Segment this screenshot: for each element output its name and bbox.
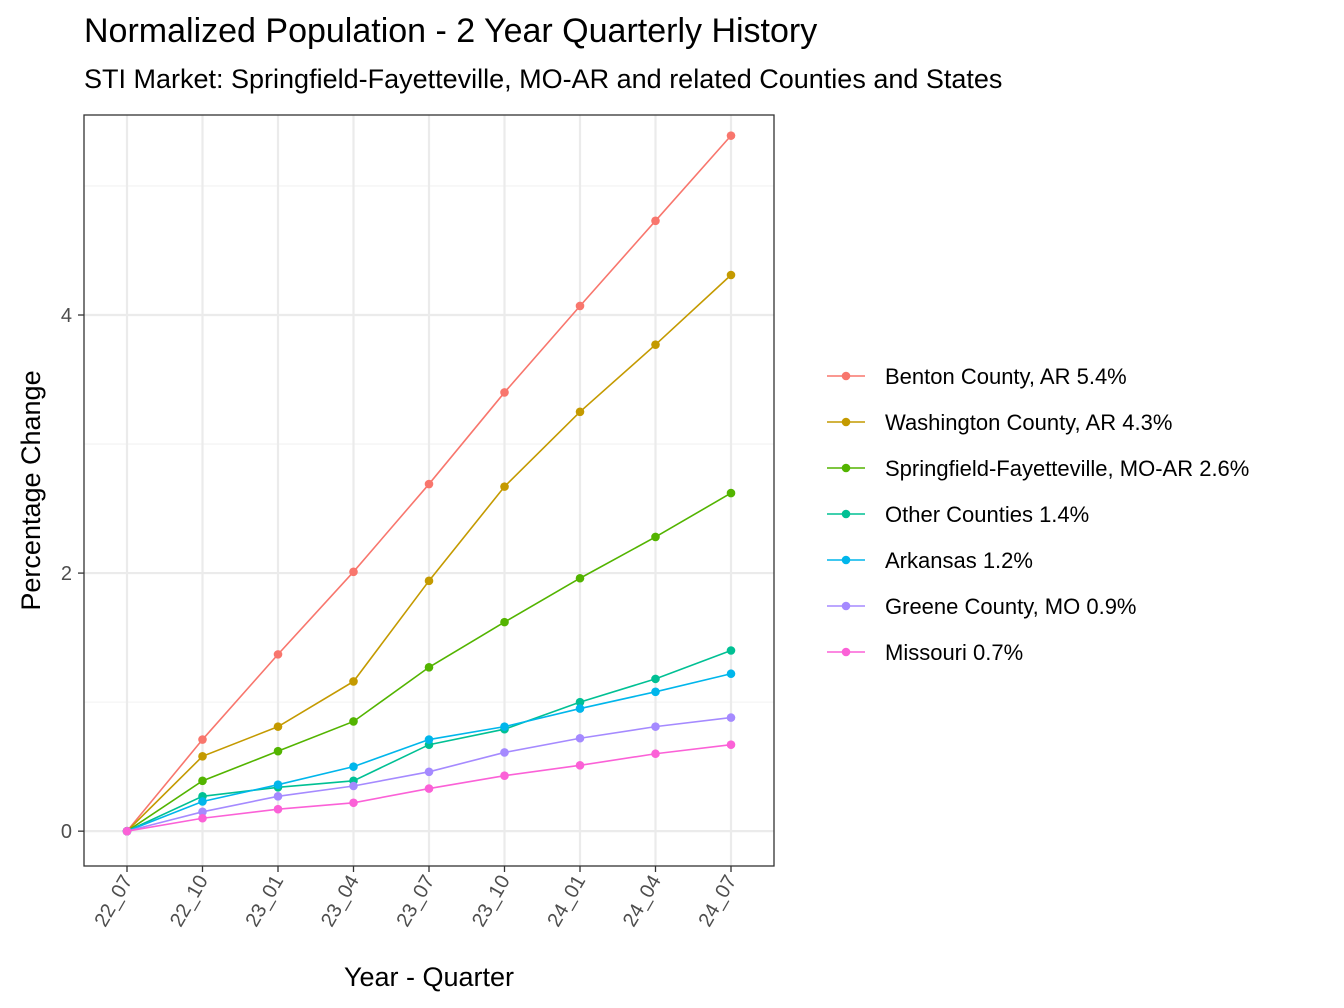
data-point [500,771,509,780]
series-layer [122,131,736,836]
data-point [575,704,585,713]
legend-key-point [841,509,851,519]
x-tick-label: 24_07 [694,872,741,931]
chart-title: Normalized Population - 2 Year Quarterly… [84,12,818,50]
x-axis-title: Year - Quarter [344,962,514,992]
legend-key-point [841,463,851,473]
legend-key-point [841,371,851,381]
data-point [651,749,660,759]
x-tick-label: 24_04 [619,872,666,931]
data-point [500,617,509,627]
data-point [726,488,736,498]
legend-label: Washington County, AR 4.3% [885,410,1172,435]
data-point [349,781,358,791]
data-point [726,270,736,280]
data-point [575,697,585,707]
x-tick-label: 22_07 [90,872,137,931]
y-tick-label: 2 [61,563,72,585]
data-point [273,650,283,659]
y-tick-label: 4 [61,305,72,327]
data-point [651,674,660,684]
x-tick-label: 23_01 [241,872,288,931]
data-point [424,662,434,672]
legend-label: Other Counties 1.4% [885,502,1089,527]
legend-label: Greene County, MO 0.9% [885,594,1137,619]
data-point [198,752,207,761]
legend-key-point [841,647,851,657]
y-axis-title: Percentage Change [16,370,46,610]
data-point [198,776,207,786]
x-tick-label: 24_01 [543,872,590,931]
data-point [273,780,283,790]
data-point [651,722,660,731]
legend-entry: Washington County, AR 4.3% [827,410,1172,435]
data-point [500,722,509,731]
legend-entry: Greene County, MO 0.9% [827,594,1137,619]
legend-label: Springfield-Fayetteville, MO-AR 2.6% [885,456,1249,481]
data-point [651,687,660,697]
data-point [122,826,132,836]
x-tick-label: 23_04 [317,872,364,931]
data-point [726,669,736,679]
grid [84,115,774,866]
legend-entry: Benton County, AR 5.4% [827,364,1127,389]
data-point [575,301,585,311]
data-point [349,717,358,726]
data-point [500,388,509,397]
y-tick-label: 0 [61,821,72,843]
legend-label: Missouri 0.7% [885,640,1023,665]
data-point [424,767,434,777]
data-point [500,482,509,491]
data-point [575,573,585,583]
legend-entry: Missouri 0.7% [827,640,1023,665]
data-point [651,532,660,542]
data-point [198,735,207,744]
data-point [575,407,585,417]
data-point [726,713,736,722]
data-point [424,784,434,793]
data-point [651,340,660,349]
data-point [424,576,434,586]
series-6 [122,740,736,836]
legend-entry: Springfield-Fayetteville, MO-AR 2.6% [827,456,1249,481]
data-point [575,733,585,743]
data-point [575,761,585,770]
data-point [726,131,736,140]
data-point [726,646,736,655]
data-point [726,740,736,750]
data-point [500,748,509,757]
x-tick-label: 23_07 [392,872,439,931]
chart-subtitle: STI Market: Springfield-Fayetteville, MO… [84,64,1003,94]
data-point [273,804,283,814]
data-point [198,813,207,823]
data-point [273,746,283,756]
data-point [198,807,207,817]
data-point [349,798,358,808]
legend-label: Arkansas 1.2% [885,548,1033,573]
x-tick-label: 22_10 [166,872,213,931]
data-point [273,792,283,801]
legend-key-point [841,555,851,565]
data-point [273,722,283,731]
data-point [198,797,207,806]
data-point [424,479,434,489]
x-tick-label: 23_10 [468,872,515,931]
series-2 [122,488,736,836]
data-point [349,762,358,771]
legend-label: Benton County, AR 5.4% [885,364,1127,389]
legend-entry: Arkansas 1.2% [827,548,1033,573]
legend-entry: Other Counties 1.4% [827,502,1089,527]
data-point [651,216,660,226]
legend-key-point [841,601,851,611]
data-point [349,567,358,577]
legend-key-point [841,417,851,427]
data-point [424,735,434,744]
legend: Benton County, AR 5.4% Washington County,… [827,364,1249,665]
data-point [349,677,358,686]
